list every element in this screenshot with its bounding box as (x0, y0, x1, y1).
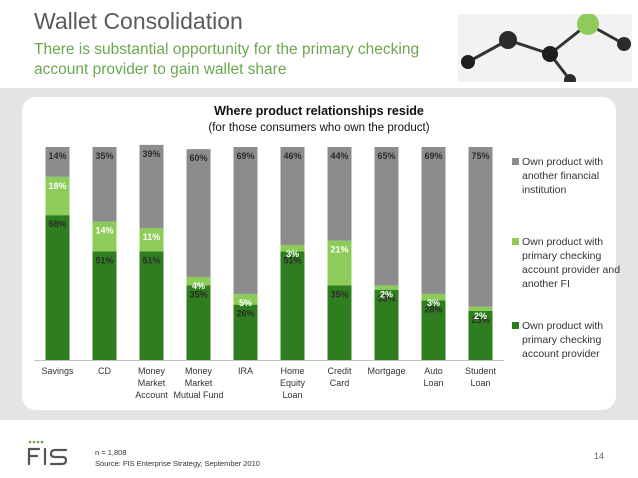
legend-item: Own product with primary checking accoun… (512, 235, 622, 291)
data-label: 4% (192, 281, 205, 291)
data-label: 28% (424, 304, 442, 314)
chart-title: Where product relationships reside (214, 104, 424, 118)
category-label: IRA (238, 366, 253, 376)
bar-segment-savings-s2 (45, 176, 70, 216)
data-label: 3% (427, 298, 440, 308)
bar-segment-credit-card-s2 (327, 240, 352, 286)
data-label: 75% (471, 151, 489, 161)
data-label: 2% (380, 289, 393, 299)
bar-segment-auto-loan-s1 (421, 300, 446, 360)
bar-segment-money-market-mutual-fund-s2 (186, 276, 211, 286)
bar-segment-ira-s2 (233, 293, 258, 305)
source-note: Source: FIS Enterprise Strategy, Septemb… (95, 459, 260, 468)
slide-title: Wallet Consolidation (34, 8, 243, 34)
legend-swatch (512, 158, 519, 165)
molecule-graphic (458, 14, 632, 82)
data-label: 69% (424, 151, 442, 161)
legend-label: Own product with primary checking accoun… (522, 236, 621, 290)
data-label: 2% (474, 311, 487, 321)
sample-size: n = 1,808 (95, 448, 127, 457)
bar-segment-student-loan-s2 (468, 306, 493, 312)
legend-item: Own product with another financial insti… (512, 155, 622, 197)
bar-segment-student-loan-s1 (468, 311, 493, 360)
bar-segment-credit-card-s3 (327, 147, 352, 241)
data-label: 35% (330, 289, 348, 299)
bar-segment-auto-loan-s3 (421, 147, 446, 294)
chart-panel: Where product relationships reside (for … (22, 97, 620, 410)
category-label: Money Market Account (135, 366, 168, 400)
bar-segment-mortgage-s3 (374, 147, 399, 286)
data-label: 35% (95, 151, 113, 161)
bar-segment-money-market-mutual-fund-s1 (186, 285, 211, 360)
bar-segment-cd-s2 (92, 221, 117, 252)
bar-segment-auto-loan-s2 (421, 293, 446, 301)
chart-subtitle: (for those consumers who own the product… (208, 122, 430, 134)
data-label: 14% (95, 226, 113, 236)
data-label: 51% (283, 255, 301, 265)
legend-swatch (512, 322, 519, 329)
bar-segment-credit-card-s1 (327, 285, 352, 360)
data-label: 51% (142, 255, 160, 265)
bar-segment-ira-s3 (233, 147, 258, 294)
bar-segment-money-market-account-s1 (139, 251, 164, 360)
data-label: 14% (48, 151, 66, 161)
legend-label: Own product with primary checking accoun… (522, 320, 604, 360)
bar-segment-ira-s1 (233, 304, 258, 360)
bar-segment-money-market-account-s2 (139, 227, 164, 252)
data-label: 60% (189, 153, 207, 163)
data-label: 23% (471, 315, 489, 325)
data-label: 65% (377, 151, 395, 161)
data-label: 69% (236, 151, 254, 161)
bar-segment-savings-s3 (45, 147, 70, 177)
category-label: Home Equity Loan (280, 366, 306, 400)
data-label: 46% (283, 151, 301, 161)
data-label: 3% (286, 249, 299, 259)
data-label: 21% (330, 245, 348, 255)
data-label: 44% (330, 151, 348, 161)
legend-item: Own product with primary checking accoun… (512, 319, 622, 361)
bar-segment-money-market-mutual-fund-s3 (186, 149, 211, 277)
data-label: 68% (48, 219, 66, 229)
bar-segment-mortgage-s1 (374, 289, 399, 360)
bar-segment-home-equity-loan-s2 (280, 244, 305, 252)
data-label: 5% (239, 298, 252, 308)
data-label: 39% (142, 149, 160, 159)
slide-subtitle: There is substantial opportunity for the… (34, 41, 420, 78)
category-label: Credit Card (327, 366, 352, 388)
category-label: Auto Loan (423, 366, 443, 388)
footnote: n = 1,808 Source: FIS Enterprise Strateg… (95, 447, 260, 469)
bar-segment-savings-s1 (45, 215, 70, 360)
bar-segment-student-loan-s3 (468, 147, 493, 307)
category-label: Savings (41, 366, 74, 376)
page-number: 14 (594, 451, 605, 461)
stacked-bar-chart: 68% 18% 14% Savings 51% 14% 35% CD 51% 11% 39% Mone… (34, 144, 504, 400)
bar-segment-cd-s1 (92, 251, 117, 360)
data-label: 35% (189, 289, 207, 299)
category-label: Money Market Mutual Fund (173, 366, 223, 400)
bar-segment-cd-s3 (92, 147, 117, 222)
data-label: 51% (95, 255, 113, 265)
bar-segment-money-market-account-s3 (139, 144, 164, 228)
data-label: 11% (143, 232, 161, 242)
data-label: 26% (236, 309, 254, 319)
bar-segment-home-equity-loan-s3 (280, 147, 305, 245)
category-label: Mortgage (367, 366, 405, 376)
data-label: 18% (48, 181, 66, 191)
legend-label: Own product with another financial insti… (522, 156, 604, 196)
category-label: Student Loan (465, 366, 497, 388)
data-label: 33% (377, 294, 395, 304)
bar-segment-mortgage-s2 (374, 285, 399, 290)
category-label: CD (98, 366, 111, 376)
bar-segment-home-equity-loan-s1 (280, 251, 305, 360)
legend-swatch (512, 238, 519, 245)
fis-logo (27, 440, 68, 466)
